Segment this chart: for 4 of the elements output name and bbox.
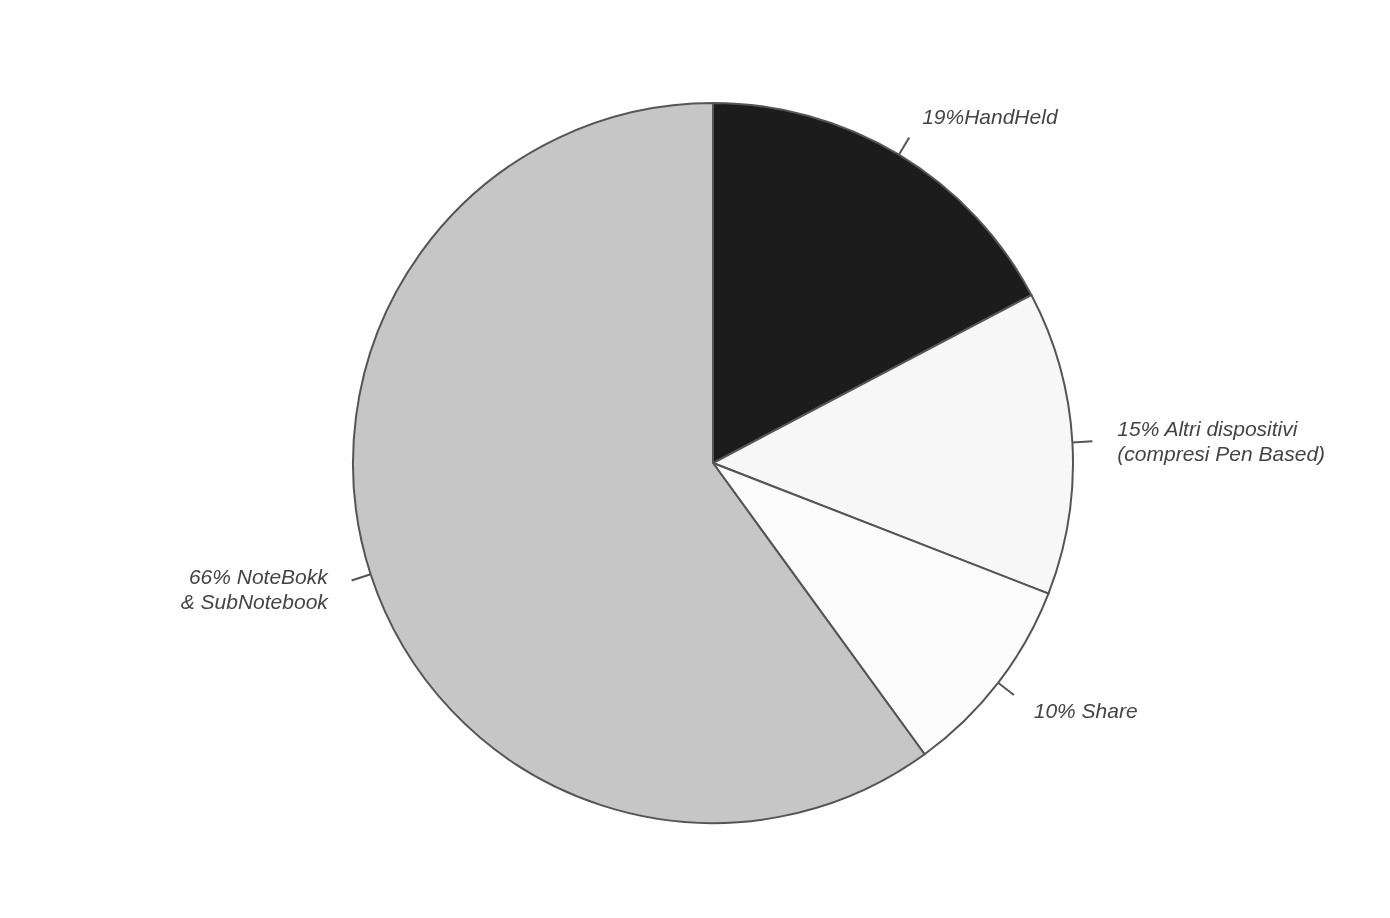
slice-label: 15% Altri dispositivi (compresi Pen Based) [1117,416,1326,465]
slice-label: 10% Share [1033,698,1138,722]
slice-label: 66% NoteBokk & SubNotebook [180,564,330,613]
slice-label: 19%HandHeld [922,104,1059,128]
